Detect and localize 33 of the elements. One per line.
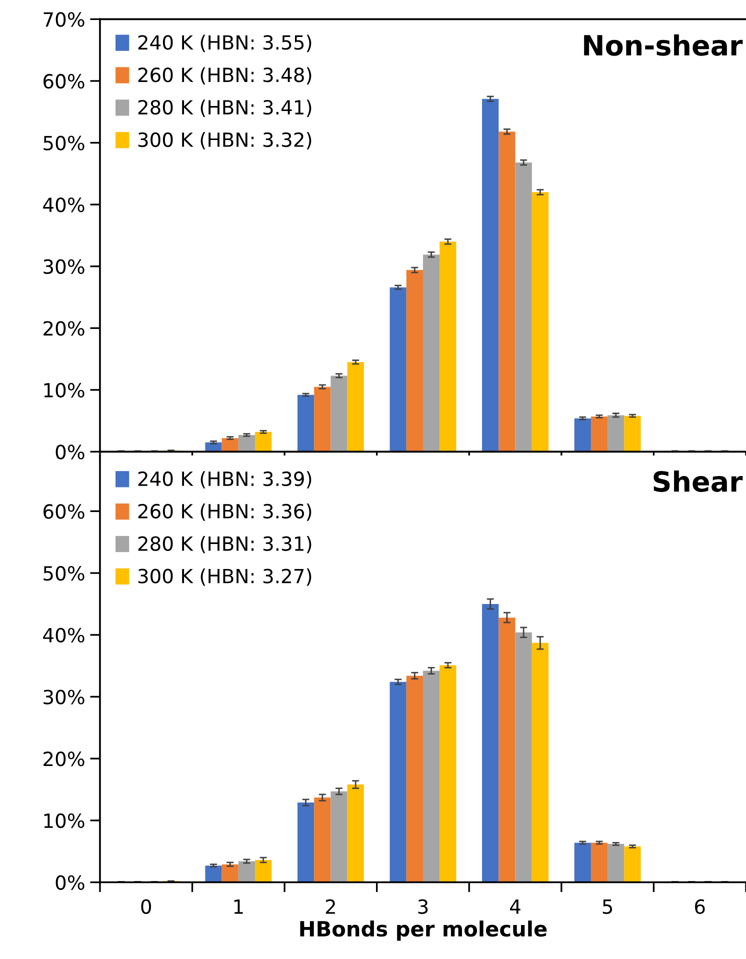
legend-label: 280 K (HBN: 3.41) — [138, 100, 312, 117]
chart-title: Non-shear — [584, 34, 743, 56]
chart-title: Shear — [654, 470, 743, 492]
y-tick-label: 70% — [44, 12, 84, 27]
legend-label: 280 K (HBN: 3.31) — [138, 536, 312, 554]
y-tick-label: 40% — [43, 197, 84, 212]
x-tick-label: 6 — [695, 899, 705, 914]
x-tick-label: 0 — [141, 899, 152, 914]
x-tick-label: 4 — [510, 900, 520, 914]
legend-label: 300 K (HBN: 3.27) — [138, 568, 312, 586]
y-tick-label: 30% — [44, 690, 84, 704]
y-tick-label: 10% — [44, 382, 84, 398]
y-tick-label: 20% — [44, 752, 84, 766]
x-tick-label: 2 — [326, 899, 335, 914]
legend-label: 240 K (HBN: 3.55) — [138, 34, 312, 52]
y-tick-label: 10% — [44, 813, 84, 828]
legend-label: 240 K (HBN: 3.39) — [138, 471, 312, 488]
legend-label: 300 K (HBN: 3.32) — [138, 132, 312, 150]
x-axis-title: HBonds per molecule — [300, 920, 547, 941]
y-tick-label: 30% — [44, 259, 84, 274]
x-tick-label: 1 — [234, 900, 243, 914]
y-tick-label: 50% — [44, 566, 84, 581]
y-tick-label: 0% — [56, 875, 84, 890]
y-tick-label: 50% — [44, 136, 84, 150]
x-tick-label: 3 — [418, 899, 428, 914]
y-tick-label: 60% — [44, 504, 84, 519]
legend-label: 260 K (HBN: 3.48) — [138, 67, 312, 85]
y-tick-label: 0% — [56, 444, 84, 460]
x-tick-label: 5 — [602, 900, 612, 914]
y-tick-label: 60% — [44, 74, 84, 89]
y-tick-label: 40% — [43, 628, 84, 643]
y-tick-label: 20% — [44, 321, 84, 336]
legend-label: 260 K (HBN: 3.36) — [138, 504, 312, 521]
